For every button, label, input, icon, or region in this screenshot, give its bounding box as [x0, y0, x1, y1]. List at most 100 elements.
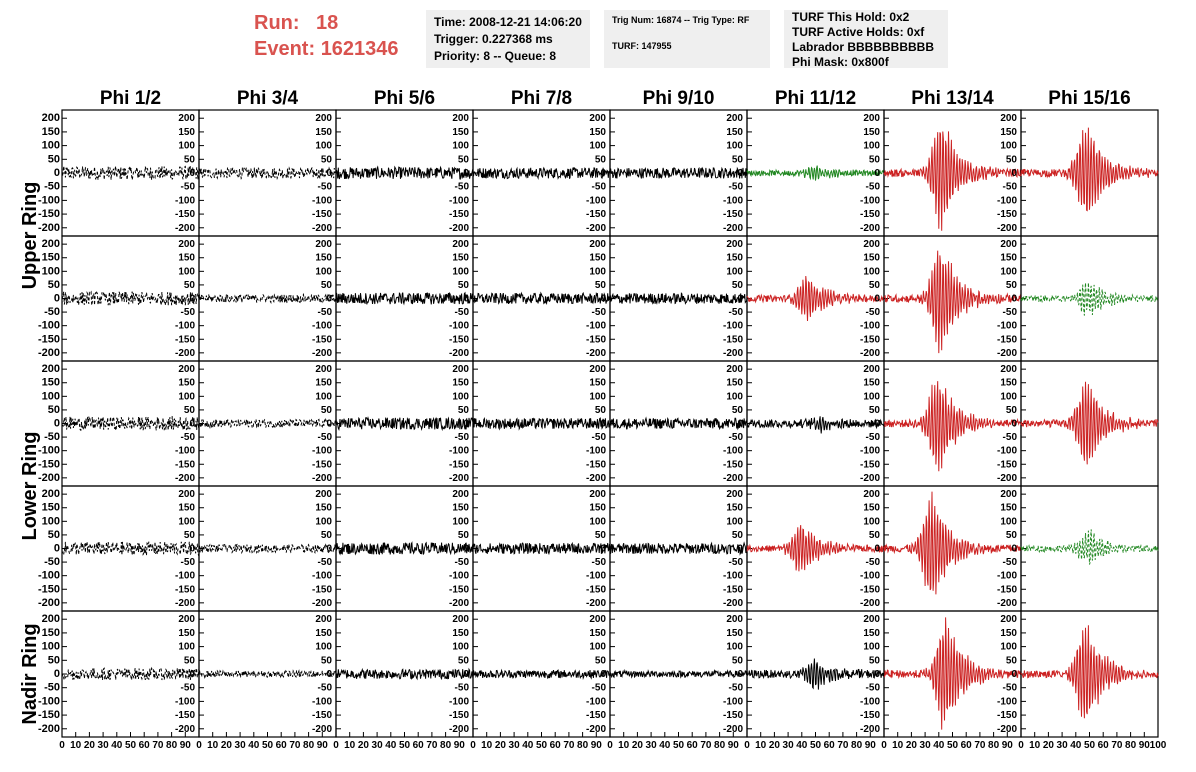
x-tick-label-c2-9: 90: [454, 740, 466, 751]
y-tick-label-r4-c3-5: -50: [455, 683, 470, 694]
x-tick-label-c4-0: 0: [607, 740, 613, 751]
y-tick-label-r0-c0-5: -50: [44, 181, 60, 193]
y-tick-label-r0-c6-6: -100: [860, 195, 880, 206]
y-tick-label-r3-c2-8: -200: [312, 598, 332, 609]
x-tick-label-c1-0: 0: [196, 740, 202, 751]
y-tick-label-r3-c3-0: 200: [452, 489, 469, 500]
y-tick-label-r4-c6-8: -200: [860, 724, 880, 735]
y-tick-label-r2-c4-4: 0: [600, 419, 606, 430]
y-tick-label-r2-c4-1: 150: [589, 378, 606, 389]
x-tick-label-c5-6: 60: [824, 740, 836, 751]
y-tick-label-r2-c4-2: 100: [589, 391, 606, 402]
x-tick-label-c1-5: 50: [262, 740, 274, 751]
y-tick-label-r4-c4-0: 200: [589, 614, 606, 625]
y-tick-label-r2-c5-1: 150: [726, 378, 743, 389]
time-text: Time: 2008-12-21 14:06:20: [434, 15, 582, 29]
y-tick-label-r2-c7-6: -100: [997, 446, 1017, 457]
y-tick-label-r1-c6-7: -150: [860, 334, 880, 345]
y-tick-label-r3-c0-8: -200: [38, 597, 60, 609]
y-tick-label-r2-c6-8: -200: [860, 473, 880, 484]
y-tick-label-r2-c4-3: 50: [595, 405, 607, 416]
y-tick-label-r2-c4-6: -100: [586, 446, 606, 457]
y-tick-label-r0-c0-8: -200: [38, 222, 60, 234]
y-tick-label-r3-c5-7: -150: [723, 584, 743, 595]
y-tick-label-r2-c0-2: 100: [42, 390, 60, 402]
y-tick-label-r0-c1-8: -200: [175, 223, 195, 234]
y-tick-label-r0-c4-4: 0: [600, 168, 606, 179]
turf-active-text: TURF Active Holds: 0xf: [792, 25, 925, 39]
y-tick-label-r0-c2-1: 150: [315, 127, 332, 138]
x-tick-label-c7-7: 70: [1111, 740, 1123, 751]
x-tick-label-c6-6: 60: [961, 740, 973, 751]
y-tick-label-r1-c7-0: 200: [1000, 239, 1017, 250]
y-tick-label-r2-c0-1: 150: [42, 377, 60, 389]
y-tick-label-r0-c5-1: 150: [726, 127, 743, 138]
y-tick-label-r0-c2-6: -100: [312, 195, 332, 206]
y-tick-label-r2-c3-2: 100: [452, 391, 469, 402]
y-tick-label-r4-c2-1: 150: [315, 628, 332, 639]
y-tick-label-r4-c5-2: 100: [726, 642, 743, 653]
waveform-r3-c3: [472, 541, 611, 556]
y-tick-label-r4-c1-6: -100: [175, 696, 195, 707]
y-tick-label-r4-c2-3: 50: [321, 655, 333, 666]
waveform-r3-c2: [335, 541, 474, 556]
y-tick-label-r4-c5-1: 150: [726, 628, 743, 639]
x-tick-label-c7-1: 10: [1029, 740, 1041, 751]
x-tick-label-c5-1: 10: [755, 740, 767, 751]
x-tick-label-c7-3: 30: [1057, 740, 1069, 751]
y-tick-label-r4-c6-0: 200: [863, 614, 880, 625]
y-tick-label-r0-c6-5: -50: [866, 182, 881, 193]
x-tick-label-c0-5: 50: [125, 740, 137, 751]
y-tick-label-r4-c3-7: -150: [449, 710, 469, 721]
x-tick-label-c4-3: 30: [646, 740, 658, 751]
run-label: Run:: [254, 12, 300, 34]
x-tick-label-c5-7: 70: [837, 740, 849, 751]
y-tick-label-r3-c4-8: -200: [586, 598, 606, 609]
x-tick-label-c3-6: 60: [550, 740, 562, 751]
x-tick-label-c3-0: 0: [470, 740, 476, 751]
y-tick-label-r3-c2-4: 0: [326, 544, 332, 555]
x-tick-label-c4-4: 40: [659, 740, 671, 751]
y-tick-label-r3-c2-5: -50: [318, 557, 333, 568]
y-tick-label-r1-c4-0: 200: [589, 239, 606, 250]
y-tick-label-r4-c3-0: 200: [452, 614, 469, 625]
y-tick-label-r3-c1-2: 100: [178, 516, 195, 527]
column-header-2: Phi 5/6: [374, 88, 435, 109]
y-tick-label-r4-c5-3: 50: [732, 655, 744, 666]
x-tick-label-c7-0: 0: [1018, 740, 1024, 751]
y-tick-label-r0-c3-3: 50: [458, 154, 470, 165]
y-tick-label-r4-c6-2: 100: [863, 642, 880, 653]
y-tick-label-r1-c0-4: 0: [54, 293, 60, 305]
x-tick-label-c2-8: 80: [440, 740, 452, 751]
column-header-7: Phi 15/16: [1048, 88, 1130, 109]
y-tick-label-r3-c6-4: 0: [874, 544, 880, 555]
waveform-r0-c7: [1020, 127, 1159, 212]
x-tick-label-c3-8: 80: [577, 740, 589, 751]
y-tick-label-r4-c6-5: -50: [866, 683, 881, 694]
waveform-r2-c2: [335, 416, 474, 432]
y-tick-label-r0-c7-8: -200: [997, 223, 1017, 234]
y-tick-label-r4-c2-8: -200: [312, 724, 332, 735]
x-tick-label-c4-5: 50: [673, 740, 685, 751]
x-tick-label-c4-1: 10: [618, 740, 630, 751]
x-tick-label-c2-2: 20: [358, 740, 370, 751]
y-tick-label-r3-c0-7: -150: [38, 583, 60, 595]
y-tick-label-r0-c3-5: -50: [455, 182, 470, 193]
x-tick-label-c3-4: 40: [522, 740, 534, 751]
y-tick-label-r4-c2-4: 0: [326, 669, 332, 680]
y-tick-label-r4-c7-6: -100: [997, 696, 1017, 707]
y-tick-label-r2-c0-4: 0: [54, 418, 60, 430]
y-tick-label-r0-c2-4: 0: [326, 168, 332, 179]
y-tick-label-r0-c6-0: 200: [863, 113, 880, 124]
y-tick-label-r2-c2-3: 50: [321, 405, 333, 416]
y-tick-label-r0-c6-8: -200: [860, 223, 880, 234]
y-tick-label-r1-c3-2: 100: [452, 266, 469, 277]
y-tick-label-r1-c7-4: 0: [1011, 294, 1017, 305]
y-tick-label-r3-c5-1: 150: [726, 503, 743, 514]
y-tick-label-r1-c1-5: -50: [181, 307, 196, 318]
y-tick-label-r3-c3-7: -150: [449, 584, 469, 595]
x-tick-label-c3-9: 90: [591, 740, 603, 751]
y-tick-label-r4-c4-2: 100: [589, 642, 606, 653]
x-tick-label-c2-0: 0: [333, 740, 339, 751]
y-tick-label-r1-c0-6: -100: [38, 320, 60, 332]
